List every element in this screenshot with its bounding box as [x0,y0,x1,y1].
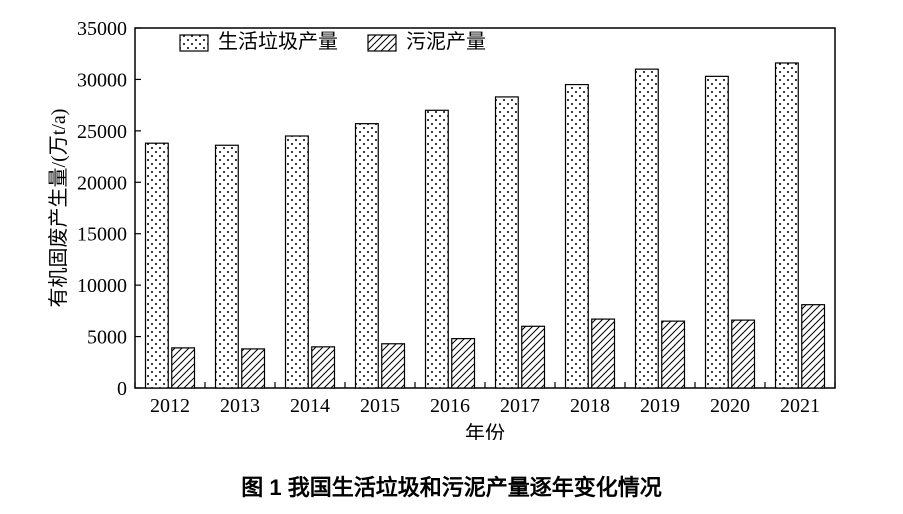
bar [592,319,615,388]
x-tick-label: 2019 [640,395,680,417]
x-tick-label: 2014 [290,395,330,417]
y-tick-label: 10000 [77,275,127,297]
x-tick-label: 2020 [710,395,750,417]
x-tick-label: 2012 [150,395,190,417]
y-tick-label: 30000 [77,69,127,91]
legend-swatch [368,35,396,51]
bar [706,76,729,388]
y-tick-label: 20000 [77,172,127,194]
bar [382,344,405,388]
legend-label: 生活垃圾产量 [218,30,338,53]
x-tick-label: 2018 [570,395,610,417]
y-axis-label: 有机固废产生量/(万t/a) [47,109,70,308]
bar [636,69,659,388]
x-tick-label: 2016 [430,395,470,417]
bar [426,110,449,388]
bar-chart: 0 5000 10000 15000 20000 25000 30000 35000 2012 2… [30,10,873,440]
figure-caption: 图 1 我国生活垃圾和污泥产量逐年变化情况 [0,470,903,502]
bar [146,143,169,388]
x-tick-label: 2017 [500,395,540,417]
x-tick-label: 2015 [360,395,400,417]
bar [452,339,475,388]
bar [242,349,265,388]
legend-label: 污泥产量 [406,30,486,53]
bar [776,63,799,388]
legend-swatch [180,35,208,51]
x-axis-label: 年份 [465,422,505,440]
bar [522,326,545,388]
bar [732,320,755,388]
bar [286,136,309,388]
y-tick-label: 5000 [87,327,127,349]
x-tick-label: 2013 [220,395,260,417]
x-tick-label: 2021 [780,395,820,417]
bar [662,321,685,388]
y-tick-label: 15000 [77,224,127,246]
chart-container: 0 5000 10000 15000 20000 25000 30000 35000 2012 2… [30,10,873,440]
bar [496,97,519,388]
y-tick-label: 35000 [77,18,127,40]
bar [566,85,589,388]
bar [172,348,195,388]
y-tick-label: 25000 [77,121,127,143]
bar [216,145,239,388]
bar [802,305,825,388]
bar [312,347,335,388]
y-tick-label: 0 [117,378,127,400]
bar [356,124,379,388]
